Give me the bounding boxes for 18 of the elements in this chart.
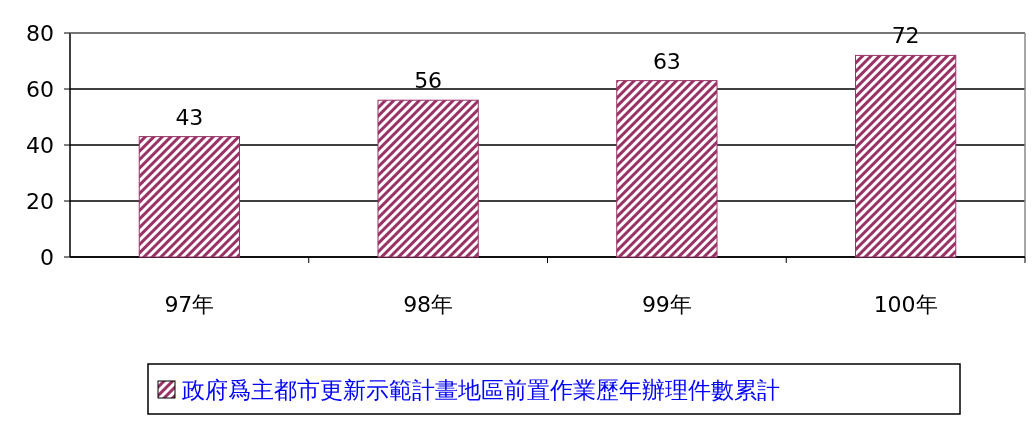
data-label: 63 xyxy=(652,48,681,74)
bar xyxy=(854,54,957,258)
bar xyxy=(138,136,241,258)
y-tick-label: 20 xyxy=(26,188,54,214)
data-label: 56 xyxy=(414,68,443,94)
data-label: 72 xyxy=(891,23,920,49)
data-label: 43 xyxy=(175,104,204,130)
legend-label: 政府爲主都市更新示範計畫地區前置作業歷年辦理件數累計 xyxy=(182,377,780,404)
bar xyxy=(377,99,479,258)
x-tick-label: 98年 xyxy=(403,292,454,317)
x-tick-label: 99年 xyxy=(641,292,692,317)
y-tick-label: 0 xyxy=(40,244,54,270)
x-tick-label: 100年 xyxy=(873,292,938,317)
bar xyxy=(616,80,718,258)
y-tick-label: 40 xyxy=(26,132,54,158)
y-tick-label: 80 xyxy=(26,20,54,46)
y-tick-label: 60 xyxy=(26,76,54,102)
x-tick-label: 97年 xyxy=(164,292,215,317)
